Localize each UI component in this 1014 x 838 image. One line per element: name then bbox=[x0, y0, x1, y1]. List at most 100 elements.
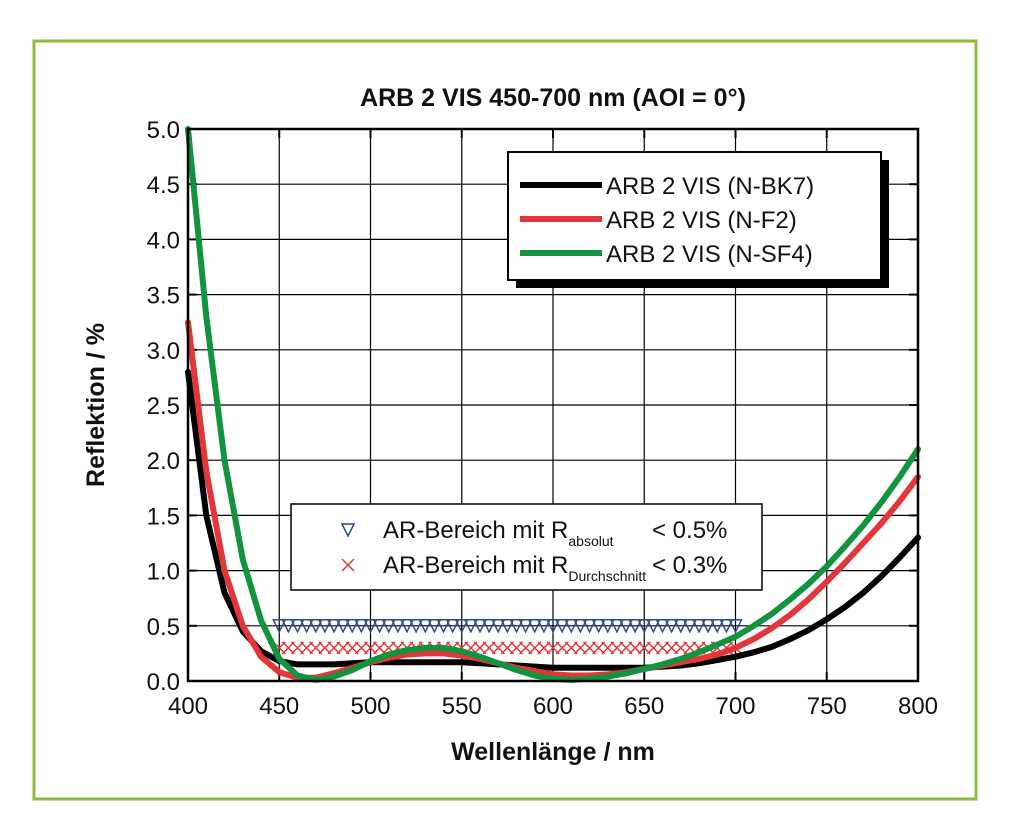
marker-triangle bbox=[582, 619, 597, 634]
marker-cross bbox=[519, 641, 533, 655]
marker-triangle bbox=[573, 619, 588, 634]
marker-triangle bbox=[682, 619, 698, 634]
marker-triangle bbox=[618, 619, 634, 634]
marker-triangle bbox=[710, 619, 725, 634]
legend-label-limit: < 0.5% bbox=[652, 517, 727, 544]
marker-triangle bbox=[472, 619, 488, 634]
marker-triangle bbox=[299, 619, 314, 634]
marker-triangle bbox=[637, 619, 652, 634]
marker-triangle bbox=[354, 619, 369, 634]
x-tick-label: 600 bbox=[533, 693, 573, 720]
y-tick-label: 4.5 bbox=[147, 172, 180, 199]
marker-triangle bbox=[272, 619, 287, 634]
marker-cross bbox=[582, 641, 597, 655]
x-tick-label: 750 bbox=[807, 693, 847, 720]
marker-triangle bbox=[317, 619, 333, 634]
marker-cross bbox=[290, 641, 305, 655]
y-tick-label: 1.5 bbox=[147, 503, 180, 530]
marker-triangle bbox=[381, 619, 396, 634]
marker-cross bbox=[592, 641, 606, 655]
marker-cross bbox=[619, 641, 633, 655]
marker-cross bbox=[528, 641, 542, 655]
y-tick-label: 0.5 bbox=[147, 614, 180, 641]
legend-label-subscript: absolut bbox=[568, 533, 613, 549]
legend-label: ARB 2 VIS (N-F2) bbox=[606, 207, 797, 234]
marker-triangle bbox=[399, 619, 415, 634]
series-line bbox=[185, 368, 921, 671]
x-tick-label: 550 bbox=[442, 693, 482, 720]
marker-cross bbox=[573, 641, 587, 655]
marker-cross bbox=[637, 641, 651, 655]
marker-triangle bbox=[281, 619, 296, 634]
marker-cross bbox=[354, 641, 368, 655]
legend-label: AR-Bereich mit Rabsolut bbox=[383, 517, 614, 549]
marker-triangle bbox=[326, 619, 342, 634]
marker-triangle bbox=[536, 619, 552, 634]
series-line bbox=[185, 126, 921, 683]
marker-triangle bbox=[609, 619, 625, 634]
marker-triangle bbox=[673, 619, 688, 634]
x-tick-label: 500 bbox=[350, 693, 390, 720]
frame bbox=[32, 39, 978, 801]
marker-triangle bbox=[463, 619, 479, 634]
marker-cross bbox=[491, 641, 505, 655]
y-tick-label: 0.0 bbox=[147, 669, 180, 696]
x-tick-label: 650 bbox=[624, 693, 664, 720]
marker-triangle bbox=[518, 619, 533, 634]
chart-title: ARB 2 VIS 450-700 nm (AOI = 0°) bbox=[360, 84, 746, 112]
marker-cross bbox=[628, 641, 642, 655]
x-tick-label: 800 bbox=[898, 693, 938, 720]
marker-triangle bbox=[509, 619, 524, 634]
marker-cross bbox=[363, 641, 378, 655]
marker-cross bbox=[345, 641, 359, 655]
marker-cross bbox=[281, 641, 295, 655]
x-tick-label: 450 bbox=[259, 693, 299, 720]
marker-triangle bbox=[545, 619, 561, 634]
marker-triangle bbox=[340, 523, 356, 538]
marker-triangle bbox=[481, 619, 497, 634]
marker-triangle bbox=[335, 619, 351, 634]
marker-cross bbox=[473, 641, 487, 655]
y-tick-label: 5.0 bbox=[147, 117, 180, 144]
marker-triangle bbox=[691, 619, 707, 634]
marker-cross bbox=[482, 641, 496, 655]
marker-triangle bbox=[390, 619, 406, 634]
marker-cross bbox=[601, 641, 615, 655]
marker-triangle bbox=[454, 619, 469, 634]
marker-triangle bbox=[436, 619, 451, 634]
marker-triangle bbox=[363, 619, 378, 634]
legend-label-limit: < 0.3% bbox=[652, 552, 727, 579]
marker-triangle bbox=[646, 619, 661, 634]
y-tick-label: 3.0 bbox=[147, 338, 180, 365]
marker-triangle bbox=[527, 619, 542, 634]
marker-cross bbox=[500, 641, 514, 655]
marker-triangle bbox=[728, 619, 743, 634]
marker-triangle bbox=[655, 619, 670, 634]
x-axis-label: Wellenlänge / nm bbox=[451, 738, 655, 766]
marker-cross bbox=[674, 641, 688, 655]
legend-box bbox=[290, 503, 763, 591]
marker-triangle bbox=[591, 619, 606, 634]
legend-label: AR-Bereich mit RDurchschnitt bbox=[383, 552, 646, 584]
y-tick-label: 4.0 bbox=[147, 227, 180, 254]
plot-frame bbox=[186, 127, 920, 683]
y-tick-label: 2.5 bbox=[147, 393, 180, 420]
x-tick-label: 400 bbox=[168, 693, 208, 720]
x-tick-label: 700 bbox=[715, 693, 755, 720]
y-axis-label: Reflektion / % bbox=[82, 323, 110, 487]
marker-triangle bbox=[418, 619, 433, 634]
marker-triangle bbox=[427, 619, 442, 634]
marker-triangle bbox=[408, 619, 424, 634]
legend-label-main: AR-Bereich mit R bbox=[383, 552, 568, 579]
marker-cross bbox=[610, 641, 624, 655]
marker-triangle bbox=[372, 619, 387, 634]
marker-triangle bbox=[664, 619, 679, 634]
marker-triangle bbox=[500, 619, 515, 634]
marker-triangle bbox=[719, 619, 734, 634]
marker-triangle bbox=[308, 619, 323, 634]
marker-cross bbox=[537, 641, 551, 655]
marker-triangle bbox=[600, 619, 615, 634]
marker-triangle bbox=[554, 619, 570, 634]
marker-cross bbox=[509, 641, 524, 655]
